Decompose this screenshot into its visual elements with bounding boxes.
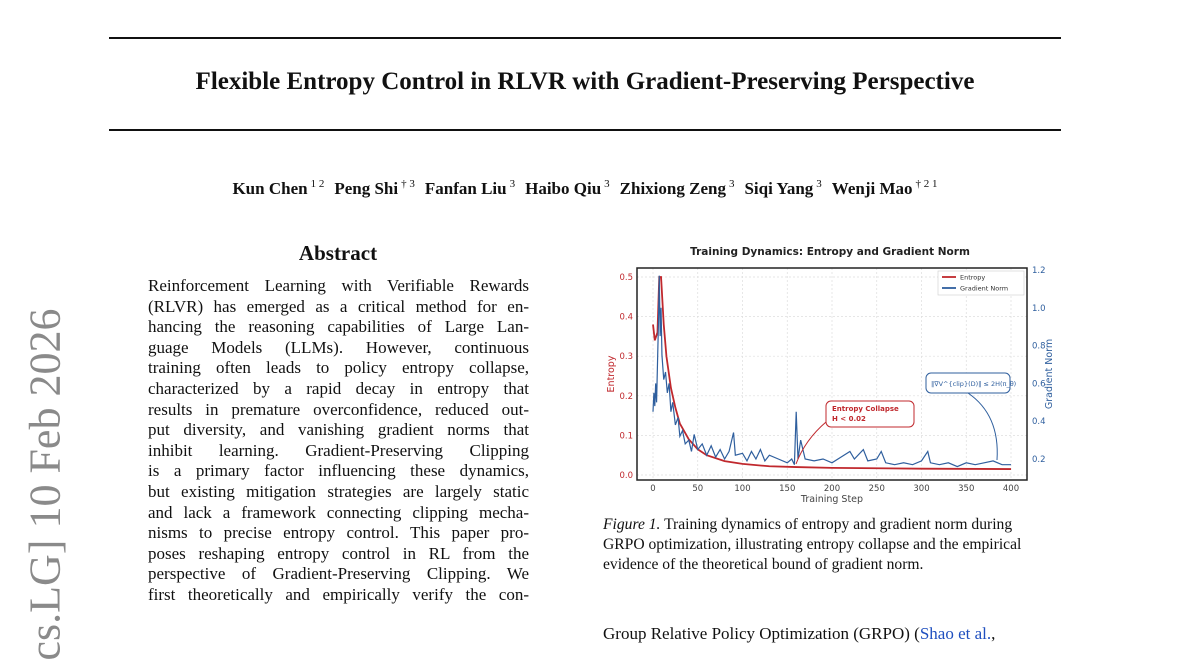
y-axis-label: Entropy — [606, 355, 617, 392]
author-affiliation: 3 — [604, 178, 610, 190]
x-tick-label: 100 — [734, 484, 750, 494]
author-name: Kun Chen — [232, 178, 308, 198]
abstract-line: nisms to precise entropy control. This p… — [148, 523, 529, 543]
abstract-line: and lack a framework connecting clipping… — [148, 502, 529, 522]
author: Zhixiong Zeng 3 — [619, 178, 735, 198]
legend-label: Gradient Norm — [960, 285, 1008, 293]
abstract-line: perspective of Gradient-Preserving Clipp… — [148, 564, 529, 584]
x-tick-label: 400 — [1003, 484, 1019, 494]
author-affiliation: 3 — [509, 178, 516, 190]
author-name: Fanfan Liu — [424, 178, 507, 198]
annotation-arrow — [795, 421, 827, 465]
legend-box — [937, 270, 1025, 296]
arxiv-stamp: cs.LG] 10 Feb 2026 — [20, 308, 70, 661]
abstract-line: first theoretically and empirically veri… — [148, 584, 529, 604]
x-tick-label: 350 — [958, 484, 974, 494]
y-tick-label: 0.0 — [619, 471, 633, 481]
abstract-line: characterized by a rapid decay in entrop… — [148, 378, 529, 398]
abstract-line: guage Models (LLMs). However, continuous — [148, 337, 529, 357]
abstract-line: is a primary factor influencing these dy… — [148, 461, 529, 481]
author-affiliation: † 2 1 — [915, 178, 938, 190]
y2-tick-label: 1.2 — [1032, 266, 1046, 276]
abstract-line: but existing mitigation strategies are l… — [148, 481, 529, 501]
y-tick-label: 0.3 — [619, 352, 633, 362]
abstract-line: inhibit learning. Gradient-Preserving Cl… — [148, 440, 529, 460]
y-tick-label: 0.1 — [619, 431, 633, 441]
body-text: , — [991, 624, 996, 643]
top-rule — [109, 37, 1061, 39]
y2-tick-label: 0.8 — [1032, 342, 1046, 352]
annotation-box — [825, 400, 915, 428]
author-name: Haibo Qiu — [525, 178, 602, 198]
author: Peng Shi † 3 — [334, 178, 415, 198]
caption-line: Training dynamics of entropy and gradien… — [660, 516, 1013, 533]
citation-link[interactable]: Shao et al. — [919, 624, 992, 643]
paper-title: Flexible Entropy Control in RLVR with Gr… — [195, 68, 975, 95]
abstract-line: results in premature overconfidence, red… — [148, 399, 529, 419]
y-tick-label: 0.2 — [619, 392, 633, 402]
annotation-text: H < 0.02 — [832, 415, 866, 423]
y2-tick-label: 1.0 — [1032, 304, 1046, 314]
author-affiliation: 3 — [816, 178, 822, 190]
author-name: Peng Shi — [334, 178, 399, 198]
x-tick-label: 150 — [779, 484, 795, 494]
chart-title: Training Dynamics: Entropy and Gradient … — [690, 246, 970, 258]
author: Fanfan Liu 3 — [424, 178, 516, 198]
figure-1-chart: Training Dynamics: Entropy and Gradient … — [606, 246, 1055, 505]
author: Kun Chen 1 2 — [232, 178, 325, 198]
y2-axis-label: Gradient Norm — [1044, 339, 1055, 409]
abstract-heading: Abstract — [298, 241, 378, 265]
annotation-text: ‖∇V^{clip}(D)‖ ≤ 2H(π_θ) — [931, 380, 1016, 388]
author-name: Zhixiong Zeng — [619, 178, 726, 198]
x-tick-label: 300 — [913, 484, 929, 494]
annotation-arrow — [967, 392, 998, 461]
author-list: Kun Chen 1 2 Peng Shi † 3 Fanfan Liu 3 Haibo Q… — [109, 178, 1061, 199]
y2-tick-label: 0.4 — [1032, 417, 1046, 427]
author: Haibo Qiu 3 — [525, 178, 610, 198]
x-tick-label: 0 — [650, 484, 655, 494]
author: Siqi Yang 3 — [744, 178, 822, 198]
title-bottom-rule — [109, 129, 1061, 131]
figure-caption: Figure 1. Training dynamics of entropy a… — [603, 515, 1063, 575]
abstract-line: Reinforcement Learning with Verifiable R… — [148, 276, 529, 295]
author-affiliation: 1 2 — [310, 178, 325, 190]
x-tick-label: 250 — [869, 484, 885, 494]
y2-tick-label: 0.6 — [1032, 379, 1046, 389]
legend-label: Entropy — [960, 274, 985, 282]
caption-line: evidence of the theoretical bound of gra… — [603, 556, 924, 573]
plot-frame — [636, 267, 1028, 481]
abstract-line: training often leads to policy entropy c… — [148, 358, 529, 378]
author: Wenji Mao † 2 1 — [831, 178, 938, 198]
abstract-line: poses reshaping entropy control in RL fr… — [148, 543, 529, 563]
y-tick-label: 0.4 — [619, 313, 633, 323]
gradient-norm-line — [652, 275, 1011, 468]
author-name: Wenji Mao — [831, 178, 913, 198]
author-affiliation: 3 — [728, 178, 735, 190]
x-axis-label: Training Step — [800, 494, 863, 505]
body-paragraph: Group Relative Policy Optimization (GRPO… — [603, 624, 1063, 644]
y2-tick-label: 0.2 — [1032, 455, 1046, 465]
y-tick-label: 0.5 — [619, 273, 633, 283]
author-affiliation: † 3 — [401, 178, 415, 190]
x-tick-label: 200 — [824, 484, 840, 494]
abstract-line: put diversity, and vanishing gradient no… — [148, 420, 529, 440]
abstract-line: hancing the reasoning capabilities of La… — [148, 317, 529, 337]
caption-label: Figure 1. — [603, 516, 661, 533]
body-text: Group Relative Policy Optimization (GRPO… — [603, 624, 920, 643]
author-name: Siqi Yang — [744, 178, 814, 198]
abstract-line: (RLVR) has emerged as a critical method … — [148, 296, 529, 316]
abstract-body: Reinforcement Learning with Verifiable R… — [148, 276, 529, 606]
x-tick-label: 50 — [692, 484, 703, 494]
annotation-text: Entropy Collapse — [832, 405, 899, 413]
caption-line: GRPO optimization, illustrating entropy … — [603, 536, 1022, 553]
